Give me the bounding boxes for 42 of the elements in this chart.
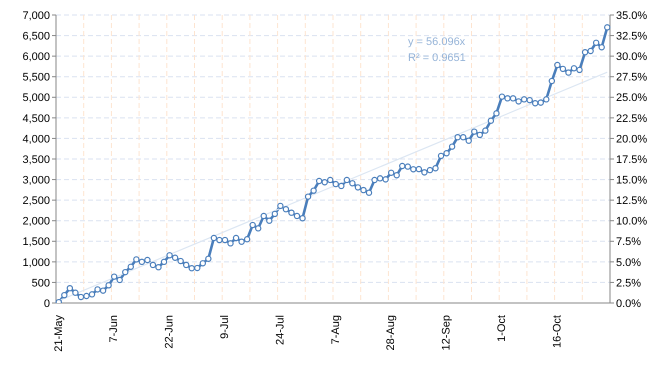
y2-tick-label: 12.5% [616, 195, 648, 208]
y-tick-label: 7,000 [22, 10, 50, 22]
y2-tick-label: 17.5% [616, 154, 648, 166]
y2-tick-label: 20.0% [616, 133, 648, 146]
y-tick-label: 0 [44, 298, 50, 310]
y-tick-label: 3,000 [22, 174, 50, 186]
y2-tick-label: 5.0% [616, 256, 642, 269]
y-tick-label: 500 [32, 277, 50, 290]
x-tick-label: 16-Oct [551, 315, 564, 348]
x-tick-label: 22-Jun [164, 315, 176, 349]
annotation: y = 56.096x [408, 36, 466, 48]
y-tick-label: 1,500 [22, 236, 50, 248]
y2-tick-label: 7.5% [616, 236, 642, 248]
annotation: R² = 0.9651 [408, 52, 466, 64]
y2-tick-label: 32.5% [616, 30, 648, 42]
y2-tick-label: 27.5% [616, 72, 648, 84]
y-tick-label: 5,500 [22, 72, 50, 84]
y2-tick-label: 0.0% [616, 298, 642, 310]
x-tick-label: 24-Jul [274, 315, 286, 345]
x-tick-label: 21-May [52, 314, 65, 352]
x-tick-label: 7-Aug [330, 315, 342, 344]
y2-tick-label: 22.5% [616, 112, 648, 125]
y-tick-label: 2,000 [22, 216, 50, 228]
y-tick-label: 2,500 [22, 195, 50, 208]
y-tick-label: 3,500 [22, 154, 50, 166]
y-tick-label: 6,500 [22, 30, 50, 42]
x-tick-label: 28-Aug [385, 315, 398, 350]
y2-tick-label: 10.0% [616, 216, 648, 228]
y-tick-label: 6,000 [22, 51, 50, 64]
y-tick-label: 5,000 [22, 92, 50, 104]
y-tick-label: 4,000 [22, 133, 50, 146]
x-tick-label: 1-Oct [496, 315, 508, 342]
x-tick-label: 7-Jun [108, 315, 120, 343]
y2-tick-label: 30.0% [616, 51, 648, 64]
y2-tick-label: 25.0% [616, 92, 648, 104]
x-tick-label: 9-Jul [218, 315, 231, 339]
y-tick-label: 1,000 [22, 256, 50, 269]
y2-tick-label: 35.0% [616, 10, 648, 22]
x-tick-label: 12-Sep [440, 315, 453, 350]
y2-tick-label: 2.5% [616, 277, 642, 290]
y2-tick-label: 15.0% [616, 174, 648, 186]
y-tick-label: 4,500 [22, 112, 50, 125]
